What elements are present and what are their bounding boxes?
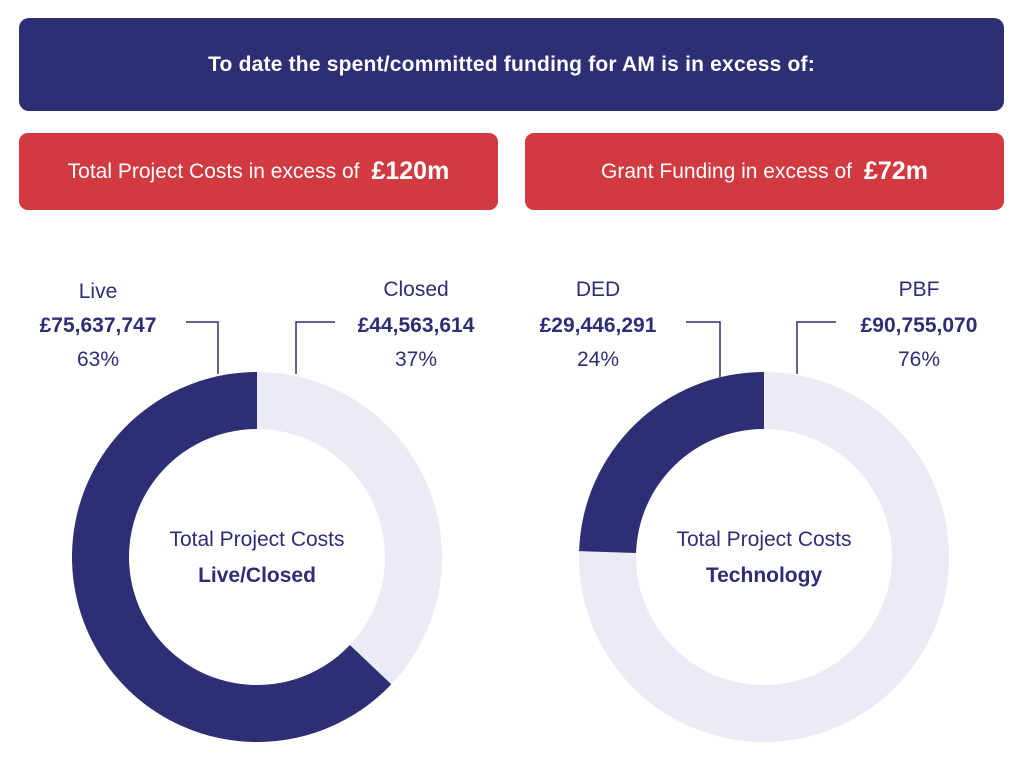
segment-value-closed: £44,563,614 — [358, 314, 475, 337]
chart-title-live-closed: Total Project Costs — [169, 528, 344, 551]
segment-name-live: Live — [79, 280, 118, 303]
headline-banner: To date the spent/committed funding for … — [19, 18, 1004, 111]
donut-segment-pbf — [579, 372, 949, 742]
donut-chart-live-closed: Live £75,637,747 63% Closed £44,563,614 … — [40, 278, 475, 742]
segment-percent-pbf: 76% — [898, 348, 940, 371]
grant-funding-label: Grant Funding in excess of — [601, 159, 852, 183]
chart-subtitle-technology: Technology — [706, 564, 823, 587]
donut-chart-technology: DED £29,446,291 24% PBF £90,755,070 76% … — [540, 278, 978, 742]
donut-segment-ded — [579, 372, 764, 553]
leader-line-live — [186, 321, 219, 374]
segment-percent-live: 63% — [77, 348, 119, 371]
donut-segment-live — [72, 372, 392, 742]
chart-subtitle-live-closed: Live/Closed — [198, 564, 316, 587]
chart-title-technology: Total Project Costs — [676, 528, 851, 551]
leader-line-closed — [295, 321, 335, 374]
total-costs-label: Total Project Costs in excess of — [67, 159, 360, 183]
leader-line-pbf — [796, 321, 836, 374]
segment-value-ded: £29,446,291 — [540, 314, 657, 337]
segment-name-closed: Closed — [383, 278, 448, 301]
donut-segment-closed — [257, 372, 443, 685]
segment-percent-closed: 37% — [395, 348, 437, 371]
total-costs-amount: £120m — [371, 157, 450, 185]
grant-funding-amount: £72m — [864, 157, 928, 185]
grant-funding-pill: Grant Funding in excess of £72m — [525, 133, 1004, 210]
segment-value-pbf: £90,755,070 — [861, 314, 978, 337]
headline-text: To date the spent/committed funding for … — [208, 52, 815, 76]
segment-name-pbf: PBF — [899, 278, 940, 301]
segment-name-ded: DED — [576, 278, 620, 301]
leader-line-ded — [686, 321, 721, 377]
total-costs-pill: Total Project Costs in excess of £120m — [19, 133, 498, 210]
segment-percent-ded: 24% — [577, 348, 619, 371]
segment-value-live: £75,637,747 — [40, 314, 157, 337]
